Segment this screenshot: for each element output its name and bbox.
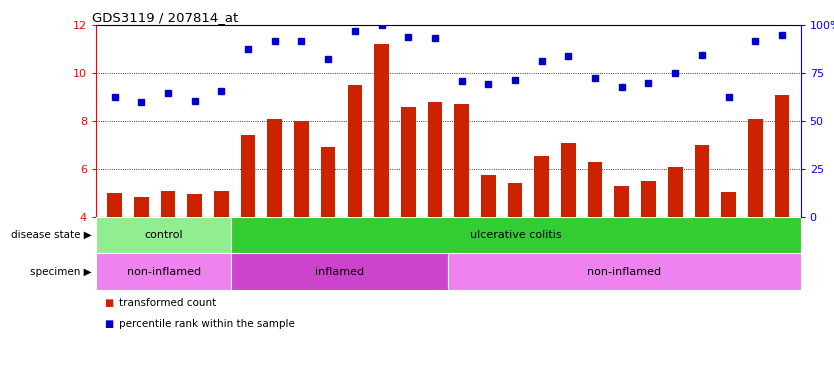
Bar xyxy=(481,175,495,217)
Text: non-inflamed: non-inflamed xyxy=(587,266,661,277)
Bar xyxy=(748,119,762,217)
Bar xyxy=(348,85,362,217)
Bar xyxy=(134,197,148,217)
Text: transformed count: transformed count xyxy=(119,298,217,308)
Bar xyxy=(161,190,175,217)
Text: control: control xyxy=(144,230,183,240)
Bar xyxy=(108,193,122,217)
Bar xyxy=(588,162,602,217)
Text: specimen ▶: specimen ▶ xyxy=(30,266,92,277)
Bar xyxy=(188,194,202,217)
Bar xyxy=(721,192,736,217)
Text: ■: ■ xyxy=(104,319,113,329)
Bar xyxy=(214,190,229,217)
Bar xyxy=(695,145,709,217)
Bar xyxy=(321,147,335,217)
Text: percentile rank within the sample: percentile rank within the sample xyxy=(119,319,295,329)
Bar xyxy=(449,253,801,290)
Bar xyxy=(96,217,232,253)
Text: inflamed: inflamed xyxy=(315,266,364,277)
Text: disease state ▶: disease state ▶ xyxy=(11,230,92,240)
Bar xyxy=(668,167,682,217)
Bar xyxy=(615,186,629,217)
Bar xyxy=(96,253,232,290)
Bar xyxy=(535,156,549,217)
Bar xyxy=(641,181,656,217)
Bar xyxy=(401,107,415,217)
Bar xyxy=(374,44,389,217)
Bar xyxy=(508,184,522,217)
Bar xyxy=(428,102,442,217)
Text: ulcerative colitis: ulcerative colitis xyxy=(470,230,562,240)
Bar xyxy=(232,217,801,253)
Bar xyxy=(775,94,789,217)
Text: non-inflamed: non-inflamed xyxy=(127,266,201,277)
Text: ■: ■ xyxy=(104,298,113,308)
Bar xyxy=(561,142,575,217)
Bar xyxy=(455,104,469,217)
Bar xyxy=(268,119,282,217)
Bar xyxy=(241,136,255,217)
Bar xyxy=(294,121,309,217)
Bar xyxy=(232,253,449,290)
Text: GDS3119 / 207814_at: GDS3119 / 207814_at xyxy=(93,11,239,24)
